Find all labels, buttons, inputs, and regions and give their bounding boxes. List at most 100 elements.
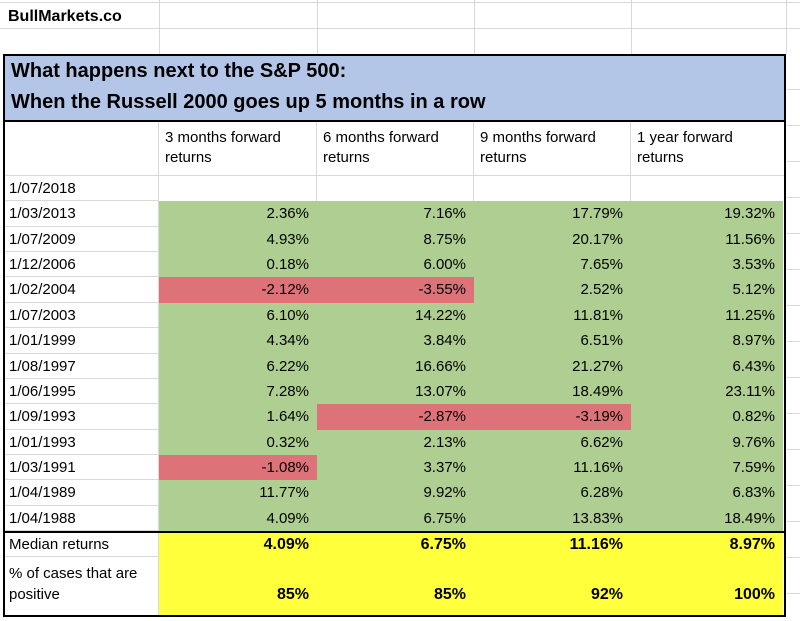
value-cell[interactable]: 3.84% xyxy=(317,328,474,354)
value-cell[interactable]: 1.64% xyxy=(159,404,317,430)
value-cell[interactable]: 6.51% xyxy=(474,328,631,354)
value-cell[interactable]: 2.52% xyxy=(474,277,631,303)
table-row: 1/03/2013 2.36% 7.16% 17.79% 19.32% xyxy=(5,201,784,227)
value-cell[interactable]: 6.10% xyxy=(159,302,317,329)
value-cell[interactable]: 19.32% xyxy=(631,201,783,227)
date-cell[interactable]: 1/08/1997 xyxy=(5,353,159,379)
brand-cell[interactable]: BullMarkets.co xyxy=(8,8,122,25)
date-cell[interactable]: 1/02/2004 xyxy=(5,277,159,303)
table-row: 1/12/2006 0.18% 6.00% 7.65% 3.53% xyxy=(5,252,784,278)
value-cell[interactable]: 6.75% xyxy=(317,505,474,532)
value-cell[interactable]: 23.11% xyxy=(631,378,783,405)
value-cell[interactable]: 2.13% xyxy=(317,429,474,455)
table-body: 1/07/2018 1/03/2013 2.36% 7.16% 17.79% 19.32%… xyxy=(5,176,784,532)
date-cell[interactable]: 1/07/2009 xyxy=(5,226,159,253)
table-row: 1/04/1988 4.09% 6.75% 13.83% 18.49% xyxy=(5,505,784,532)
value-cell[interactable]: 11.16% xyxy=(474,454,631,481)
date-cell[interactable]: 1/07/2018 xyxy=(5,176,159,202)
date-cell[interactable]: 1/03/1991 xyxy=(5,454,159,481)
positive-label[interactable]: % of cases that are positive xyxy=(5,557,159,615)
value-cell[interactable]: 6.22% xyxy=(159,353,317,379)
summary-value-cell[interactable]: 85% xyxy=(317,557,474,615)
value-cell[interactable]: 6.62% xyxy=(474,429,631,455)
value-cell[interactable]: 6.43% xyxy=(631,353,783,379)
value-cell[interactable]: 7.65% xyxy=(474,252,631,278)
value-cell[interactable]: 13.07% xyxy=(317,378,474,405)
table-row: 1/03/1991 -1.08% 3.37% 11.16% 7.59% xyxy=(5,454,784,481)
value-cell[interactable] xyxy=(631,176,783,201)
median-label[interactable]: Median returns xyxy=(5,533,159,558)
value-cell[interactable]: 20.17% xyxy=(474,226,631,253)
value-cell[interactable]: -3.55% xyxy=(317,277,474,303)
value-cell[interactable]: 8.97% xyxy=(631,328,783,354)
value-cell[interactable]: 11.25% xyxy=(631,302,783,329)
value-cell[interactable]: 16.66% xyxy=(317,353,474,379)
date-cell[interactable]: 1/09/1993 xyxy=(5,404,159,430)
value-cell[interactable]: 0.18% xyxy=(159,252,317,278)
column-header[interactable]: 3 months forward returns xyxy=(159,122,317,175)
value-cell[interactable]: 7.16% xyxy=(317,201,474,227)
value-cell[interactable]: 17.79% xyxy=(474,201,631,227)
value-cell[interactable]: 11.77% xyxy=(159,480,317,506)
value-cell[interactable]: -2.12% xyxy=(159,277,317,303)
value-cell[interactable]: 5.12% xyxy=(631,277,783,303)
summary-value-cell[interactable]: 100% xyxy=(631,557,783,615)
date-cell[interactable]: 1/04/1989 xyxy=(5,480,159,506)
value-cell[interactable]: 9.92% xyxy=(317,480,474,506)
summary-value-cell[interactable]: 6.75% xyxy=(317,533,474,558)
value-cell[interactable]: -1.08% xyxy=(159,454,317,481)
value-cell[interactable]: 14.22% xyxy=(317,302,474,329)
value-cell[interactable]: 11.56% xyxy=(631,226,783,253)
value-cell[interactable] xyxy=(159,176,317,202)
date-cell[interactable]: 1/01/1999 xyxy=(5,328,159,354)
value-cell[interactable]: 9.76% xyxy=(631,429,783,455)
returns-table: 3 months forward returns 6 months forward… xyxy=(3,122,786,617)
title-line-2: When the Russell 2000 goes up 5 months i… xyxy=(11,91,486,113)
value-cell[interactable]: 7.28% xyxy=(159,378,317,405)
value-cell[interactable]: 6.00% xyxy=(317,252,474,278)
date-cell[interactable]: 1/04/1988 xyxy=(5,505,159,532)
value-cell[interactable]: -2.87% xyxy=(317,404,474,430)
value-cell[interactable]: 6.28% xyxy=(474,480,631,506)
value-cell[interactable]: 11.81% xyxy=(474,302,631,329)
date-cell[interactable]: 1/12/2006 xyxy=(5,252,159,278)
value-cell[interactable]: 7.59% xyxy=(631,454,783,481)
summary-value-cell[interactable]: 11.16% xyxy=(474,533,631,558)
value-cell[interactable]: 18.49% xyxy=(631,505,783,532)
value-cell[interactable]: 8.75% xyxy=(317,226,474,253)
column-header[interactable]: 6 months forward returns xyxy=(317,122,474,175)
table-row: 1/07/2018 xyxy=(5,176,784,202)
value-cell[interactable] xyxy=(317,176,474,202)
date-cell[interactable]: 1/06/1995 xyxy=(5,378,159,405)
table-row: 1/07/2003 6.10% 14.22% 11.81% 11.25% xyxy=(5,302,784,329)
value-cell[interactable]: 4.09% xyxy=(159,505,317,532)
value-cell[interactable]: 0.32% xyxy=(159,429,317,455)
value-cell[interactable]: 6.83% xyxy=(631,480,783,506)
date-cell[interactable]: 1/03/2013 xyxy=(5,201,159,227)
table-row: 1/01/1993 0.32% 2.13% 6.62% 9.76% xyxy=(5,429,784,455)
value-cell[interactable]: 2.36% xyxy=(159,201,317,227)
summary-value-cell[interactable]: 92% xyxy=(474,557,631,615)
value-cell[interactable]: 3.53% xyxy=(631,252,783,278)
column-header[interactable]: 9 months forward returns xyxy=(474,122,631,175)
value-cell[interactable]: 4.93% xyxy=(159,226,317,253)
value-cell[interactable]: 18.49% xyxy=(474,378,631,405)
date-cell[interactable]: 1/01/1993 xyxy=(5,429,159,455)
value-cell[interactable]: 13.83% xyxy=(474,505,631,532)
corner-cell[interactable] xyxy=(5,122,159,175)
table-row: 1/01/1999 4.34% 3.84% 6.51% 8.97% xyxy=(5,328,784,354)
title-band[interactable]: What happens next to the S&P 500: When t… xyxy=(3,54,786,122)
column-header[interactable]: 1 year forward returns xyxy=(637,129,733,166)
value-cell[interactable]: 3.37% xyxy=(317,454,474,481)
summary-value-cell[interactable]: 85% xyxy=(159,557,317,615)
summary-value-cell[interactable]: 8.97% xyxy=(631,533,783,558)
value-cell[interactable]: 4.34% xyxy=(159,328,317,354)
value-cell[interactable]: 21.27% xyxy=(474,353,631,379)
value-cell[interactable] xyxy=(474,176,631,202)
value-cell[interactable]: 0.82% xyxy=(631,404,783,430)
date-cell[interactable]: 1/07/2003 xyxy=(5,302,159,329)
title-line-1: What happens next to the S&P 500: xyxy=(11,60,347,82)
summary-value-cell[interactable]: 4.09% xyxy=(159,533,317,558)
value-cell[interactable]: -3.19% xyxy=(474,404,631,430)
